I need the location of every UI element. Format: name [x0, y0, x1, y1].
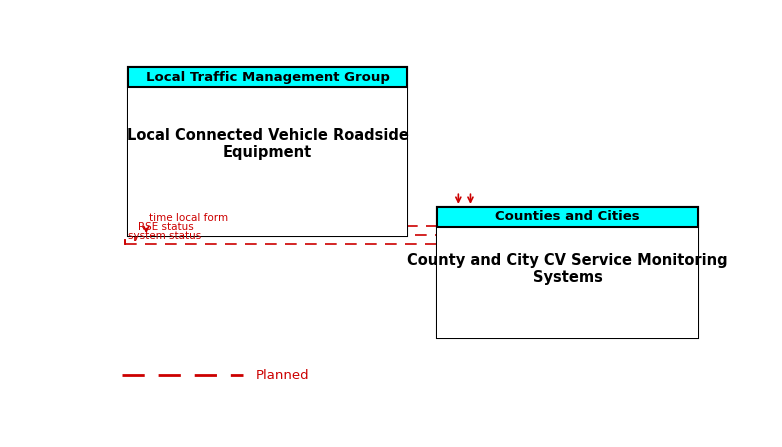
- Text: RSE status: RSE status: [138, 222, 194, 232]
- Bar: [437, 207, 698, 337]
- Bar: [437, 207, 698, 227]
- Text: system status: system status: [128, 231, 201, 241]
- Text: County and City CV Service Monitoring
Systems: County and City CV Service Monitoring Sy…: [407, 253, 728, 285]
- Bar: [128, 67, 407, 87]
- Text: time local form: time local form: [149, 213, 228, 224]
- Text: Local Connected Vehicle Roadside
Equipment: Local Connected Vehicle Roadside Equipme…: [127, 128, 408, 160]
- Text: Counties and Cities: Counties and Cities: [495, 210, 640, 224]
- Text: Planned: Planned: [256, 369, 309, 382]
- Bar: [437, 227, 698, 337]
- Bar: [128, 67, 407, 236]
- Bar: [128, 87, 407, 236]
- Text: Local Traffic Management Group: Local Traffic Management Group: [145, 71, 389, 84]
